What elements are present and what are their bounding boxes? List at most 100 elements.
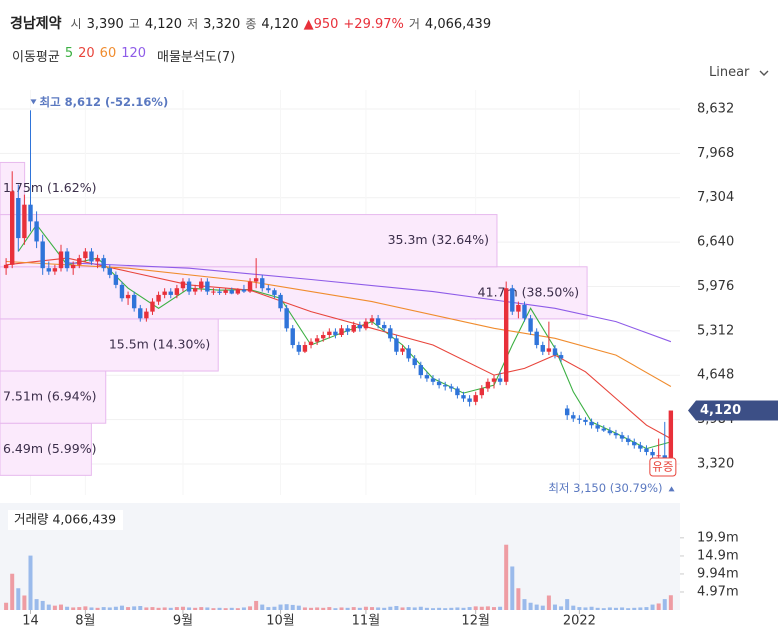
volume-bar	[638, 607, 643, 610]
volume-title: 거래량 4,066,439	[14, 512, 116, 527]
candle-body	[369, 318, 375, 322]
volume-bar	[668, 595, 673, 610]
volume-bar	[498, 606, 503, 610]
volume-bar	[199, 607, 204, 610]
scale-select[interactable]: Linear	[709, 65, 770, 80]
candle-body	[296, 345, 302, 352]
candle-body	[601, 428, 606, 431]
y-tick-label: 4.97m	[697, 584, 739, 599]
candle-body	[260, 278, 265, 289]
candle-body	[607, 430, 613, 434]
candle-body	[400, 348, 405, 352]
candle-body	[162, 291, 167, 295]
candle-body	[107, 268, 112, 275]
field-label: 종	[245, 17, 257, 31]
volume-bar	[65, 606, 70, 610]
volume-bar	[327, 607, 332, 610]
candle-body	[113, 274, 119, 285]
candle-body	[34, 221, 39, 242]
candle-body	[436, 381, 442, 386]
volume-bar	[162, 607, 167, 610]
volume-bar	[613, 607, 618, 610]
volume-bar	[315, 607, 320, 610]
candle-body	[308, 341, 314, 346]
legend-title[interactable]: 이동평균	[12, 50, 60, 65]
volume-bar	[180, 606, 185, 610]
volume-bar	[52, 605, 57, 610]
candle-body	[552, 348, 558, 356]
volume-bar	[540, 605, 545, 610]
volume-bar	[577, 607, 582, 610]
change-pct: +29.97%	[343, 17, 404, 32]
header: 경남제약 시 3,390 고 4,120 저 3,320 종 4,120 ▲95…	[10, 13, 491, 33]
candle-body	[247, 281, 253, 292]
volume-bar	[650, 604, 655, 610]
volume-bar	[656, 603, 661, 610]
volume-bar	[248, 606, 253, 610]
y-tick-label: 14.9m	[697, 548, 739, 563]
scale-label: Linear	[709, 65, 750, 80]
event-tag	[649, 457, 677, 477]
x-tick-label: 2022	[563, 614, 596, 629]
volume-bar	[89, 607, 94, 610]
volume-bar	[58, 604, 63, 610]
volume-bar	[449, 607, 454, 610]
candle-body	[70, 264, 76, 269]
legend-entry[interactable]: 20	[78, 46, 95, 61]
volume-bar	[156, 607, 161, 610]
volume-bar	[223, 608, 228, 610]
legend-entry[interactable]: 5	[64, 46, 74, 61]
volume-bar	[424, 607, 429, 610]
volume-bar	[504, 544, 509, 610]
last-price-label: 4,120	[700, 403, 741, 418]
volume-bar	[254, 600, 259, 610]
volume-bar	[241, 607, 246, 610]
candle-body	[174, 288, 180, 295]
candle-body	[443, 385, 448, 387]
volume-bar	[46, 604, 51, 610]
candle-body	[412, 358, 417, 366]
volume-bar	[559, 606, 564, 610]
candle-body	[345, 328, 350, 332]
volume-bar	[278, 604, 283, 610]
volume-bar	[40, 600, 45, 610]
candle-body	[461, 395, 466, 399]
volume-bar	[522, 599, 527, 610]
field-value: 3,320	[203, 17, 241, 32]
candle-body	[144, 311, 149, 319]
candle-body	[339, 328, 344, 336]
legend-entry[interactable]: 60	[99, 46, 117, 61]
candle-body	[77, 258, 82, 265]
volume-bar	[595, 607, 600, 610]
profile-bar	[0, 422, 92, 476]
candle-body	[394, 338, 399, 352]
ma-line	[67, 262, 672, 343]
volume-bar	[101, 607, 106, 610]
legend-entry[interactable]: 120	[121, 46, 147, 61]
candle-body	[217, 291, 222, 293]
field-value: 4,120	[144, 17, 183, 32]
volume-bar	[473, 606, 478, 610]
high-label: 최고 8,612 (-52.16%)	[39, 95, 168, 109]
profile-label: 35.3m (32.64%)	[388, 232, 489, 247]
candle-body	[150, 301, 155, 312]
candle-body	[180, 281, 186, 289]
candle-body	[619, 435, 625, 439]
candle-body	[430, 378, 436, 382]
candle-body	[46, 268, 51, 272]
volume-bar	[571, 605, 576, 610]
volume-bar	[77, 607, 82, 610]
profile-toggle[interactable]: 매물분석도(7)	[157, 50, 236, 65]
volume-bar	[589, 606, 594, 610]
candle-body	[510, 288, 515, 312]
candle-body	[363, 321, 369, 329]
candle-body	[22, 204, 27, 239]
y-tick-label: 7,304	[697, 190, 734, 205]
volume-bar	[400, 607, 405, 610]
candle-body	[644, 448, 649, 452]
field-value: 4,120	[261, 17, 299, 32]
volume-bar	[370, 607, 375, 610]
field-label: 고	[128, 17, 140, 31]
candle-body	[375, 318, 381, 325]
